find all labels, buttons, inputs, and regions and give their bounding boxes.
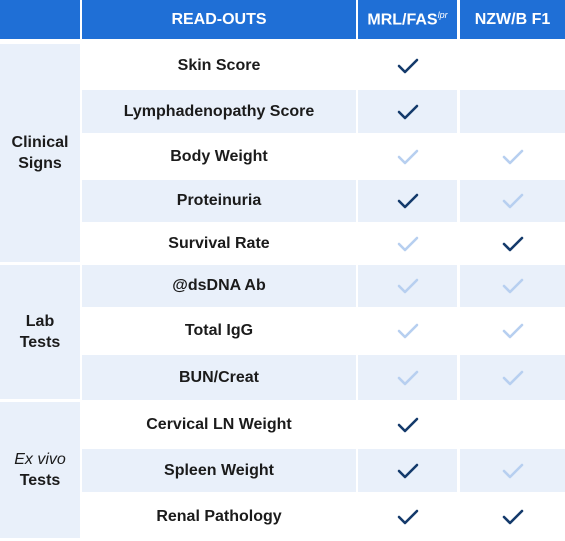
check-cell [358,265,457,307]
check-icon [397,417,418,432]
check-cell [460,355,565,400]
check-icon [397,104,418,119]
check-cell [460,494,565,539]
row-label: Cervical LN Weight [146,415,292,433]
group-label: Lab Tests [0,265,80,399]
check-icon [502,509,523,524]
check-icon [502,323,523,339]
check-icon [397,193,418,209]
header-text: NZW/B F1 [474,10,551,28]
check-cell [358,494,457,539]
check-cell [358,135,457,178]
group-line: Ex vivo [14,451,66,468]
row-label: Spleen Weight [82,449,356,492]
check-cell [460,449,565,492]
header-text: MRL/FASlpr [367,9,448,29]
check-cell [460,44,565,88]
row-label: Skin Score [177,57,261,74]
check-cell [358,309,457,353]
header-corner [0,0,80,39]
check-icon [397,463,418,478]
check-icon [397,236,418,251]
group-line: Tests [19,472,61,489]
check-cell [460,90,565,133]
check-cell [358,90,457,133]
check-cell [358,355,457,400]
row-label: Body Weight [170,147,268,165]
header-sup: lpr [437,9,448,20]
check-icon [502,236,523,251]
check-icon [397,149,418,164]
group-line: Clinical [11,134,69,151]
check-cell [358,44,457,88]
row-label: BUN/Creat [82,355,356,400]
check-icon [397,323,418,339]
group-label: Clinical Signs [0,44,80,262]
row-label: Proteinuria [82,180,356,222]
check-cell [358,402,457,447]
check-cell [460,135,565,178]
check-icon [502,463,523,478]
check-cell [358,449,457,492]
check-cell [460,309,565,353]
check-cell [460,402,565,447]
check-icon [397,509,418,524]
check-icon [502,193,523,209]
check-icon [397,370,418,385]
row-label: Survival Rate [168,234,270,252]
header-column: MRL/FASlpr [358,0,457,39]
row-label: Total IgG [184,322,254,339]
group-line: Lab [25,313,55,330]
check-cell [460,265,565,307]
group-line: Signs [18,155,62,172]
check-cell [358,180,457,222]
check-cell [358,224,457,263]
check-icon [502,149,523,164]
check-icon [502,278,523,294]
header-column: NZW/B F1 [460,0,565,39]
row-label: Renal Pathology [156,507,282,525]
check-cell [460,180,565,222]
group-label: Ex vivo Tests [0,402,80,538]
check-cell [460,224,565,263]
check-icon [397,278,418,294]
check-icon [397,58,418,74]
group-line: Tests [19,334,61,351]
header-readouts: READ-OUTS [82,0,356,39]
check-icon [502,370,523,385]
row-label: @dsDNA Ab [82,265,356,307]
row-label: Lymphadenopathy Score [82,90,356,133]
